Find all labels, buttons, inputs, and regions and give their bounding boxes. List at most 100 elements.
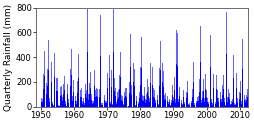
Bar xyxy=(120,95,121,100)
Bar xyxy=(175,97,176,101)
Bar xyxy=(50,101,51,104)
Bar xyxy=(67,84,68,107)
Bar xyxy=(235,73,236,88)
Bar xyxy=(57,78,58,91)
Bar xyxy=(62,97,63,107)
Bar xyxy=(152,67,153,107)
Bar xyxy=(211,103,212,107)
Bar xyxy=(126,91,127,107)
Bar xyxy=(122,91,123,107)
Bar xyxy=(149,63,150,83)
Bar xyxy=(145,94,146,100)
Bar xyxy=(206,98,207,102)
Bar xyxy=(104,95,105,100)
Bar xyxy=(142,95,143,100)
Bar xyxy=(79,81,80,93)
Bar xyxy=(186,81,187,93)
Bar xyxy=(182,90,183,97)
Bar xyxy=(100,15,101,56)
Bar xyxy=(136,56,137,79)
Bar xyxy=(95,90,96,97)
Bar xyxy=(219,92,220,107)
Bar xyxy=(130,85,131,95)
Bar xyxy=(159,41,160,107)
Bar xyxy=(53,105,54,107)
Bar xyxy=(152,67,153,85)
Bar xyxy=(112,86,113,107)
Bar xyxy=(245,95,246,107)
Bar xyxy=(99,89,100,107)
Bar xyxy=(121,96,122,101)
Bar xyxy=(151,99,152,102)
Bar xyxy=(187,104,188,105)
Bar xyxy=(189,103,190,107)
Bar xyxy=(205,90,206,107)
Bar xyxy=(241,39,242,107)
Bar xyxy=(227,90,228,97)
Bar xyxy=(69,103,70,105)
Bar xyxy=(196,97,197,101)
Bar xyxy=(70,69,71,107)
Bar xyxy=(80,90,81,97)
Bar xyxy=(223,70,224,107)
Bar xyxy=(188,103,189,105)
Bar xyxy=(56,78,57,107)
Bar xyxy=(56,78,57,91)
Bar xyxy=(242,93,243,99)
Bar xyxy=(143,96,144,101)
Bar xyxy=(84,103,85,107)
Bar xyxy=(110,70,111,107)
Bar xyxy=(153,90,154,107)
Bar xyxy=(78,94,79,100)
Bar xyxy=(244,99,245,102)
Bar xyxy=(199,8,200,107)
Bar xyxy=(222,75,223,89)
Bar xyxy=(55,83,56,94)
Bar xyxy=(185,99,186,107)
Bar xyxy=(133,63,134,82)
Bar xyxy=(45,101,46,103)
Bar xyxy=(179,78,180,107)
Bar xyxy=(155,91,156,98)
Bar xyxy=(132,104,133,105)
Bar xyxy=(240,101,241,104)
Bar xyxy=(108,88,109,97)
Bar xyxy=(67,84,68,94)
Bar xyxy=(200,100,201,107)
Bar xyxy=(96,88,97,96)
Bar xyxy=(143,96,144,107)
Bar xyxy=(100,15,101,107)
Bar xyxy=(123,104,124,105)
Bar xyxy=(135,96,136,101)
Bar xyxy=(55,83,56,107)
Bar xyxy=(98,102,99,104)
Bar xyxy=(162,63,163,82)
Bar xyxy=(107,105,108,106)
Bar xyxy=(122,91,123,98)
Bar xyxy=(54,102,55,104)
Bar xyxy=(198,79,199,92)
Bar xyxy=(217,98,218,102)
Bar xyxy=(195,94,196,107)
Bar xyxy=(107,105,108,107)
Bar xyxy=(167,102,168,104)
Bar xyxy=(242,93,243,107)
Bar xyxy=(81,88,82,107)
Bar xyxy=(209,69,210,107)
Bar xyxy=(42,99,43,102)
Bar xyxy=(126,91,127,98)
Bar xyxy=(57,78,58,107)
Bar xyxy=(160,105,161,106)
Bar xyxy=(212,74,213,88)
Bar xyxy=(236,98,237,102)
Bar xyxy=(118,90,119,97)
Bar xyxy=(210,99,211,103)
Bar xyxy=(94,70,95,107)
Bar xyxy=(40,86,41,107)
Bar xyxy=(104,95,105,107)
Bar xyxy=(41,98,42,102)
Bar xyxy=(215,75,216,107)
Bar xyxy=(76,101,77,104)
Bar xyxy=(243,95,244,100)
Bar xyxy=(45,101,46,107)
